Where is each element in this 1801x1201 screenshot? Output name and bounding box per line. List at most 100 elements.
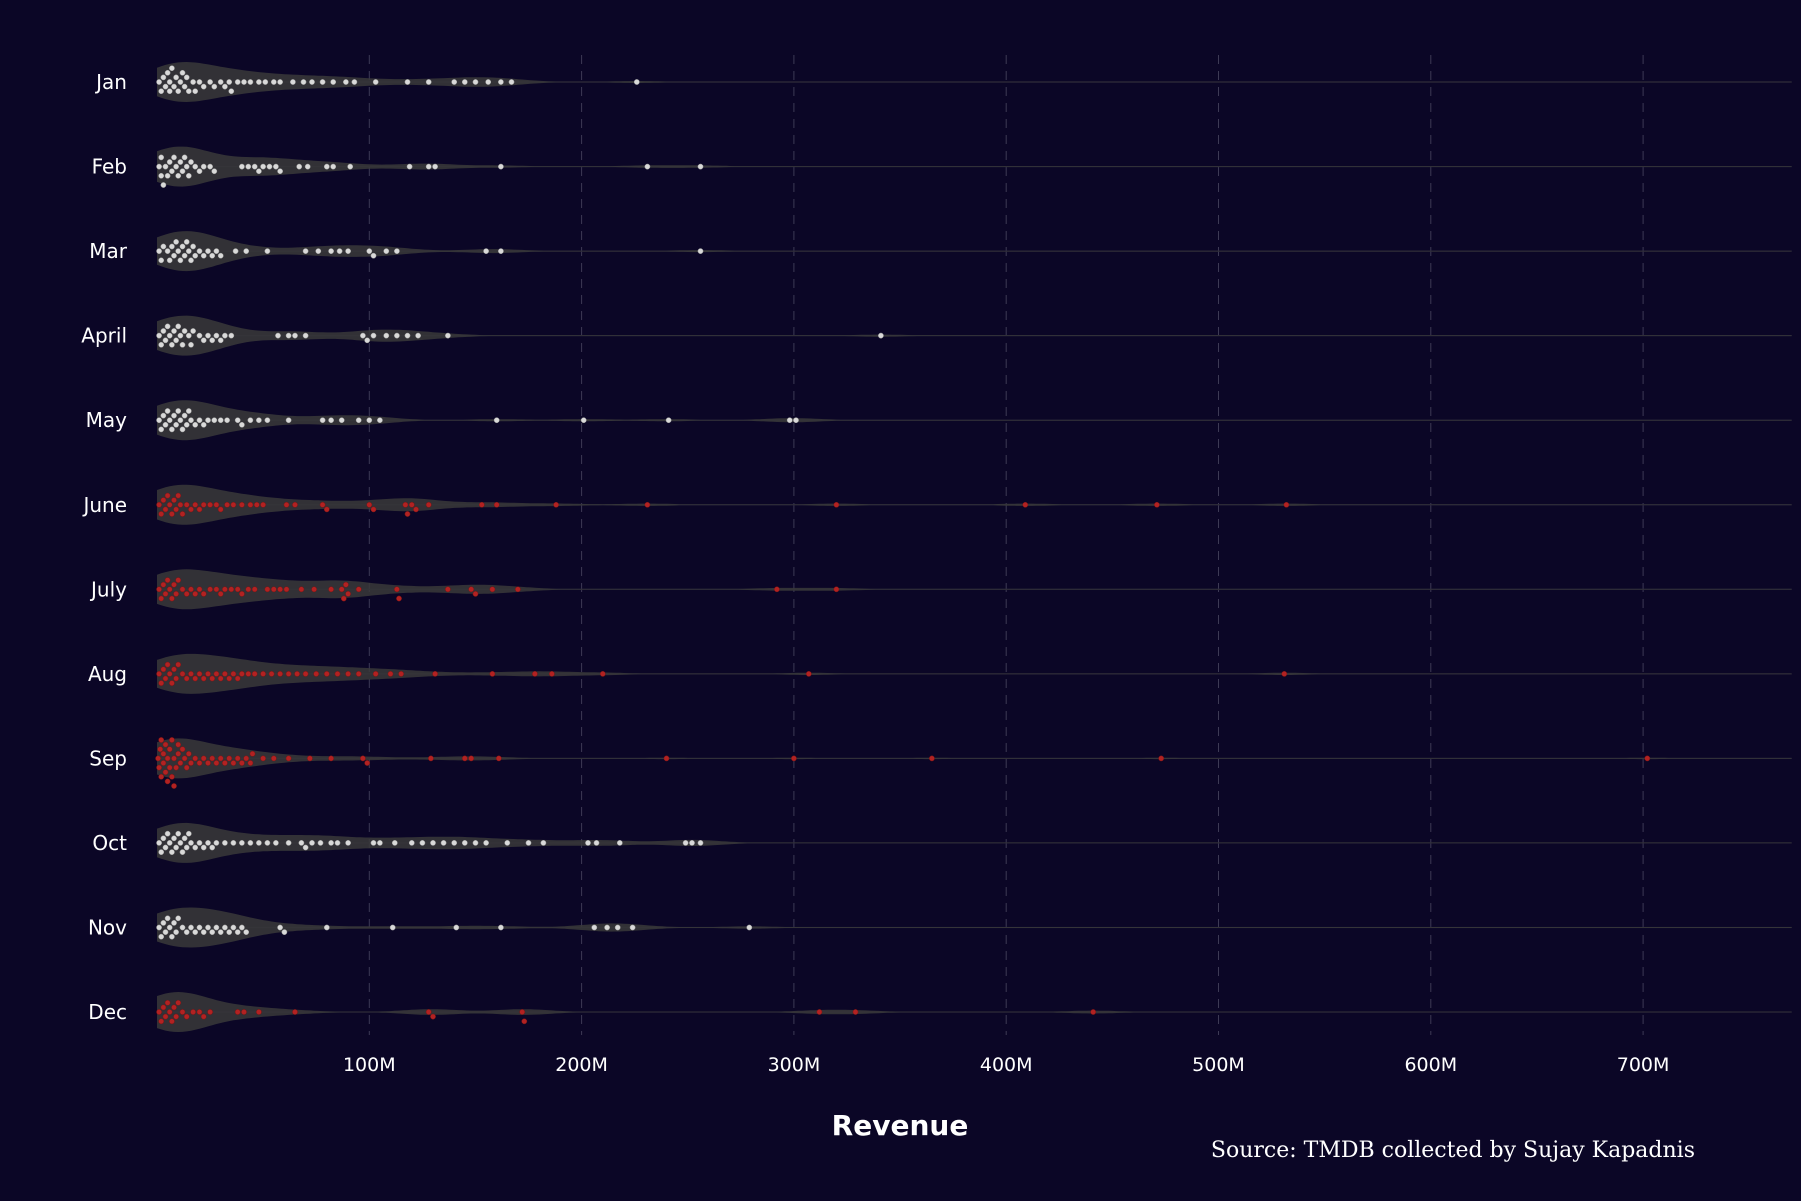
violin-Feb [157, 146, 1792, 187]
data-point [209, 337, 216, 344]
data-point [213, 501, 220, 508]
data-point [277, 671, 283, 677]
data-point [330, 163, 337, 170]
data-point [247, 840, 254, 846]
data-point [162, 83, 169, 90]
data-point [663, 755, 670, 762]
data-point [164, 408, 171, 414]
data-point [196, 924, 203, 931]
data-point [177, 417, 184, 424]
data-point [408, 840, 415, 846]
data-point [256, 168, 262, 175]
data-point [217, 929, 224, 935]
x-axis-title: Revenue [832, 1109, 969, 1142]
data-point [164, 915, 171, 922]
data-point [315, 248, 322, 254]
data-point [226, 79, 233, 85]
data-point [372, 79, 379, 85]
data-point [266, 163, 273, 170]
data-point [404, 511, 411, 517]
data-point [292, 1009, 298, 1015]
data-point [230, 501, 237, 508]
data-point [328, 417, 334, 424]
data-point [540, 840, 547, 846]
data-point [277, 168, 283, 175]
data-point [179, 511, 186, 517]
data-point [177, 257, 184, 264]
month-label-Jan: Jan [94, 70, 127, 94]
data-point [158, 154, 165, 161]
data-point [251, 163, 258, 170]
data-point [383, 332, 390, 339]
data-point [155, 755, 161, 762]
data-point [243, 248, 250, 254]
data-point [241, 1009, 247, 1015]
data-point [461, 840, 468, 846]
data-point [485, 79, 492, 85]
data-point [209, 675, 216, 682]
data-point [173, 337, 179, 344]
violin-July [157, 569, 1792, 610]
data-point [156, 163, 162, 170]
data-point [160, 920, 167, 926]
data-point [461, 755, 468, 762]
data-point [166, 840, 173, 846]
data-point [171, 328, 177, 334]
data-point [188, 586, 194, 593]
data-point [504, 840, 511, 846]
data-point [1158, 755, 1165, 762]
data-point [345, 840, 351, 846]
data-point [345, 591, 351, 597]
data-point [593, 840, 600, 846]
data-point [549, 671, 555, 677]
data-point [156, 671, 162, 677]
data-point [440, 840, 447, 846]
data-point [171, 835, 177, 842]
data-point [323, 506, 330, 513]
data-point [665, 417, 672, 424]
data-point [209, 929, 216, 935]
data-point [302, 671, 309, 677]
data-point [774, 586, 780, 593]
data-point [394, 586, 400, 593]
violin-June [157, 484, 1792, 525]
violin-April [157, 315, 1792, 356]
data-point [317, 840, 324, 846]
data-point [192, 591, 199, 597]
data-point [239, 421, 245, 428]
data-point [196, 79, 203, 85]
month-label-July: July [89, 577, 127, 601]
data-point [468, 586, 475, 593]
data-point [185, 88, 192, 95]
data-point [175, 408, 182, 414]
data-point [260, 671, 266, 677]
data-point [177, 760, 184, 766]
data-point [158, 341, 165, 348]
data-point [207, 163, 213, 170]
data-point [166, 417, 173, 424]
data-point [192, 421, 199, 428]
data-point [234, 675, 241, 682]
data-point [430, 840, 436, 846]
data-point [604, 924, 610, 931]
row-Oct: Oct [92, 822, 1792, 863]
data-point [213, 248, 220, 254]
data-point [816, 1009, 823, 1015]
data-point [234, 586, 241, 593]
data-point [521, 1018, 528, 1025]
data-point [285, 755, 292, 762]
data-point [268, 671, 275, 677]
data-point [179, 243, 186, 250]
data-point [160, 243, 167, 250]
data-point [222, 586, 228, 593]
data-point [171, 252, 177, 259]
data-point [164, 577, 171, 583]
data-point [292, 501, 298, 508]
data-point [160, 1004, 167, 1011]
month-label-Feb: Feb [92, 155, 127, 179]
data-point [644, 501, 651, 508]
data-point [188, 924, 194, 931]
data-point [179, 1009, 186, 1015]
data-point [175, 577, 182, 583]
